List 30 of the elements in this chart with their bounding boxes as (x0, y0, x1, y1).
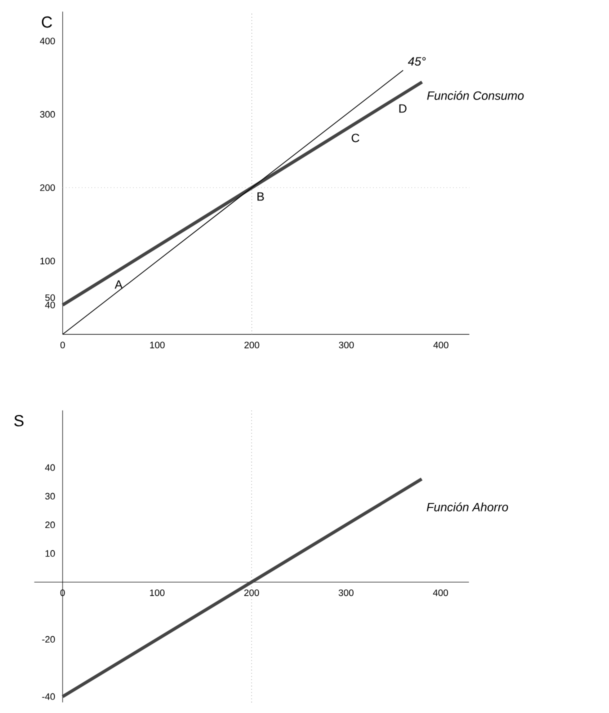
y-tick-label: 30 (45, 492, 55, 500)
y-tick-label: 50 (45, 294, 55, 301)
x-tick-label: 100 (150, 342, 165, 348)
y-tick-label: 200 (40, 184, 55, 191)
y-tick-label: 100 (40, 258, 55, 264)
annotation: C (352, 134, 360, 142)
x-tick-label: 100 (150, 589, 165, 596)
y-axis-title: S (14, 415, 24, 426)
y-axis-title: C (42, 16, 52, 28)
x-tick-label: 300 (338, 589, 354, 596)
y-tick-label: -20 (42, 636, 55, 643)
x-tick-label: 200 (244, 342, 260, 348)
y-tick-label: 400 (40, 38, 55, 44)
y-tick-label: -40 (42, 693, 55, 700)
series-label: Función Ahorro (426, 502, 508, 512)
series-label: 45° (408, 57, 426, 66)
x-tick-label: 400 (433, 342, 448, 348)
series-label: Función Consumo (427, 90, 524, 100)
annotation: B (258, 192, 264, 201)
y-tick-label: 300 (40, 111, 55, 118)
annotation: D (399, 104, 406, 113)
x-tick-label: 200 (244, 589, 260, 596)
x-tick-label: 0 (60, 342, 65, 348)
y-tick-label: 40 (45, 302, 55, 308)
x-tick-label: 400 (433, 589, 448, 596)
y-tick-label: 20 (45, 522, 55, 528)
y-tick-label: 40 (45, 464, 55, 471)
annotation: A (114, 280, 123, 289)
y-tick-label: 10 (46, 550, 55, 557)
x-tick-label: 300 (338, 342, 354, 348)
